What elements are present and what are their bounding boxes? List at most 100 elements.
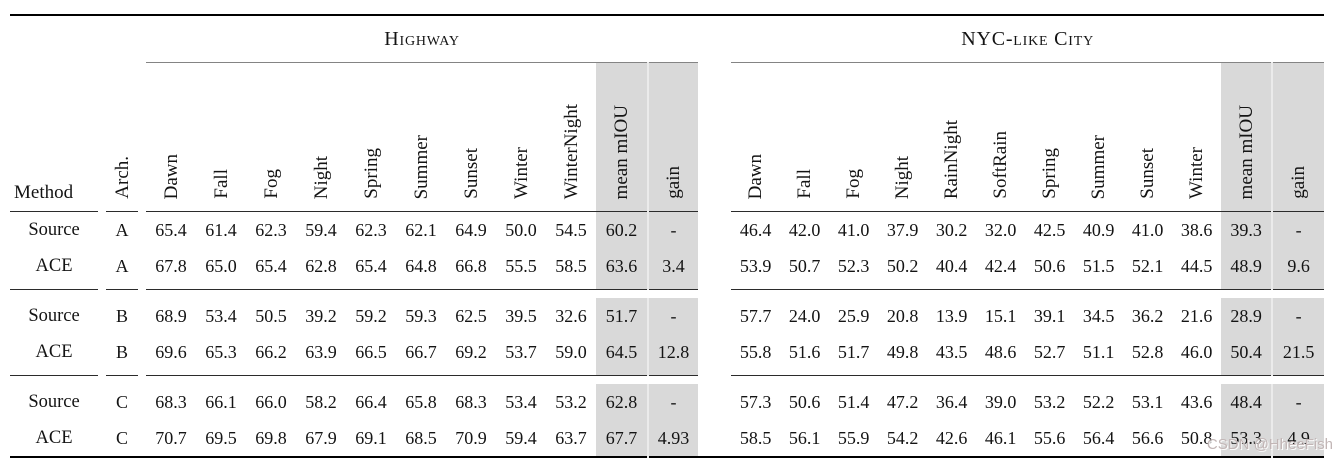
spacer-cell bbox=[698, 370, 732, 376]
method-cell: ACE bbox=[35, 255, 73, 276]
midrule-segment bbox=[927, 370, 977, 376]
spacer-cell bbox=[138, 420, 146, 457]
value-cell: 69.6 bbox=[155, 341, 187, 362]
gain-cell: - bbox=[1272, 211, 1325, 248]
spacer-cell bbox=[296, 290, 346, 299]
group-header-row: Highway NYC-like City bbox=[10, 15, 1325, 63]
value-cell: 50.0 bbox=[505, 219, 537, 240]
method-cell: Source bbox=[28, 391, 80, 412]
value-cell: 56.4 bbox=[1082, 427, 1115, 448]
spacer-cell bbox=[1172, 290, 1221, 299]
mean-miou-cell: 28.9 bbox=[1221, 298, 1274, 334]
spacer-cell bbox=[878, 376, 927, 385]
spacer-cell bbox=[546, 376, 596, 385]
spacer-cell bbox=[98, 384, 106, 420]
value-cell: 30.2 bbox=[935, 219, 968, 240]
value-cell: 66.0 bbox=[255, 391, 287, 412]
midrule-segment bbox=[296, 370, 346, 376]
value-cell: 41.0 bbox=[1131, 219, 1164, 240]
gain-cell: - bbox=[648, 298, 699, 334]
value-cell: 56.6 bbox=[1131, 427, 1164, 448]
gain-cell: - bbox=[648, 384, 699, 420]
spacer-cell bbox=[878, 290, 927, 299]
spacer-cell bbox=[10, 290, 98, 299]
midrule-segment bbox=[1172, 284, 1222, 290]
spacer-cell bbox=[596, 290, 648, 299]
value-cell: 69.2 bbox=[455, 341, 487, 362]
value-cell: 52.8 bbox=[1131, 341, 1164, 362]
value-cell: 62.8 bbox=[305, 255, 337, 276]
value-cell: 65.8 bbox=[405, 391, 437, 412]
spacer-cell bbox=[976, 290, 1025, 299]
value-cell: 65.3 bbox=[205, 341, 237, 362]
value-cell: 43.6 bbox=[1180, 391, 1213, 412]
spacer-cell bbox=[98, 375, 106, 384]
method-column-header: Method bbox=[10, 62, 98, 212]
value-cell: 68.9 bbox=[155, 305, 187, 326]
arch-cell: A bbox=[115, 219, 129, 240]
spacer-cell bbox=[731, 376, 780, 385]
col-header-hw-winternight: WinterNight bbox=[546, 62, 596, 212]
midrule-segment bbox=[10, 370, 98, 376]
gain-cell: 3.4 bbox=[648, 248, 699, 284]
value-cell: 59.3 bbox=[405, 305, 437, 326]
value-cell: 51.5 bbox=[1082, 255, 1115, 276]
value-cell: 62.3 bbox=[255, 219, 287, 240]
midrule-segment bbox=[780, 370, 830, 376]
value-cell: 55.8 bbox=[739, 341, 772, 362]
spacer-cell bbox=[698, 298, 732, 334]
col-header-hw-dawn: Dawn bbox=[146, 62, 196, 212]
spacer-cell bbox=[1272, 290, 1324, 299]
value-cell: 39.5 bbox=[505, 305, 537, 326]
mean-miou-cell: 48.9 bbox=[1221, 248, 1274, 284]
value-cell: 59.4 bbox=[505, 427, 537, 448]
col-header-nyc-spring: Spring bbox=[1025, 62, 1075, 212]
spacer-cell bbox=[976, 376, 1025, 385]
value-cell: 68.5 bbox=[405, 427, 437, 448]
value-cell: 50.2 bbox=[886, 255, 919, 276]
col-header-hw-fall: Fall bbox=[196, 62, 246, 212]
col-header-nyc-dawn: Dawn bbox=[731, 62, 781, 212]
spacer-cell bbox=[446, 376, 496, 385]
midrule-segment bbox=[1172, 370, 1222, 376]
value-cell: 44.5 bbox=[1180, 255, 1213, 276]
spacer-cell bbox=[446, 290, 496, 299]
spacer-cell bbox=[138, 384, 146, 420]
spacer-cell bbox=[296, 376, 346, 385]
group-label: Highway bbox=[384, 27, 460, 50]
gain-cell: - bbox=[1272, 384, 1325, 420]
spacer-cell bbox=[698, 284, 732, 290]
value-cell: 52.7 bbox=[1033, 341, 1066, 362]
spacer-cell bbox=[698, 384, 732, 420]
value-cell: 50.5 bbox=[255, 305, 287, 326]
col-header-nyc-summer: Summer bbox=[1074, 62, 1124, 212]
value-cell: 50.6 bbox=[1033, 255, 1066, 276]
col-header-hw-mean-miou: mean mIOU bbox=[596, 62, 649, 212]
midrule-spacer-row bbox=[10, 375, 1324, 385]
spacer-cell bbox=[829, 376, 878, 385]
value-cell: 38.6 bbox=[1180, 219, 1213, 240]
mean-miou-cell: 64.5 bbox=[596, 334, 649, 370]
value-cell: 47.2 bbox=[886, 391, 919, 412]
value-cell: 65.4 bbox=[255, 255, 287, 276]
spacer-cell bbox=[346, 290, 396, 299]
spacer-cell bbox=[1074, 290, 1123, 299]
value-cell: 53.4 bbox=[205, 305, 237, 326]
midrule-row bbox=[10, 370, 1325, 376]
value-cell: 39.1 bbox=[1033, 305, 1066, 326]
spacer-cell bbox=[138, 284, 146, 290]
spacer-cell bbox=[1123, 290, 1172, 299]
col-header-hw-summer: Summer bbox=[396, 62, 446, 212]
value-cell: 42.5 bbox=[1033, 219, 1066, 240]
midrule-segment bbox=[1221, 284, 1274, 290]
midrule-segment bbox=[829, 370, 879, 376]
value-cell: 55.9 bbox=[837, 427, 870, 448]
value-cell: 51.7 bbox=[837, 341, 870, 362]
midrule-segment bbox=[546, 284, 596, 290]
spacer-cell bbox=[780, 376, 829, 385]
arch-cell: C bbox=[115, 427, 128, 448]
value-cell: 66.7 bbox=[405, 341, 437, 362]
value-cell: 53.2 bbox=[555, 391, 587, 412]
midrule-segment bbox=[196, 284, 246, 290]
